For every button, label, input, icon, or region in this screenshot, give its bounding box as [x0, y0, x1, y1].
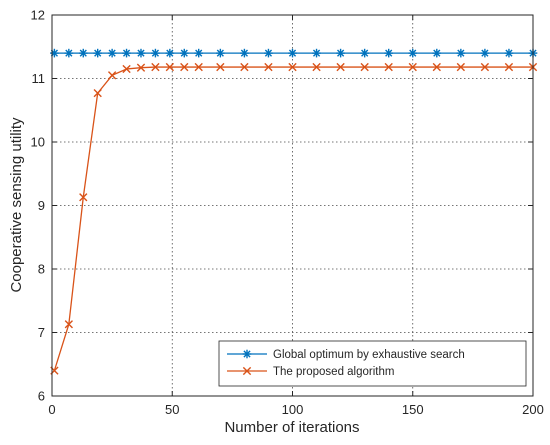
series-layer: [50, 48, 538, 375]
data-point: [264, 62, 273, 72]
legend-marker: [242, 366, 252, 376]
data-point: [384, 62, 393, 72]
data-point: [180, 62, 189, 72]
data-point: [194, 62, 203, 72]
data-point: [179, 48, 189, 58]
x-tick-label: 50: [165, 402, 179, 417]
legend-box: [218, 340, 527, 387]
data-point: [336, 48, 345, 58]
data-point: [78, 48, 88, 58]
data-point: [480, 48, 490, 58]
data-point: [151, 48, 160, 58]
data-point: [480, 62, 490, 72]
data-point: [216, 48, 225, 58]
y-axis-label: Cooperative sensing utility: [8, 117, 25, 293]
y-tick-label: 10: [31, 135, 45, 150]
data-point: [165, 62, 174, 72]
legend-label: The proposed algorithm: [273, 366, 394, 378]
data-point: [240, 48, 249, 58]
series-2: [50, 62, 538, 375]
series-1: [50, 48, 538, 58]
x-tick-label: 0: [48, 402, 55, 417]
legend-entry: Global optimum by exhaustive search: [227, 349, 465, 361]
data-point: [504, 62, 514, 72]
y-tick-label: 12: [31, 8, 45, 23]
data-point: [360, 62, 369, 72]
x-tick-label: 200: [522, 402, 544, 417]
data-point: [136, 48, 146, 58]
legend-marker: [242, 349, 252, 359]
legend-entries: Global optimum by exhaustive search The p…: [227, 349, 465, 378]
data-point: [456, 62, 465, 72]
grid-layer: [52, 15, 533, 396]
data-point: [122, 64, 131, 74]
data-point: [408, 48, 418, 58]
data-point: [432, 48, 442, 58]
data-point: [312, 62, 321, 72]
x-tick-label: 150: [402, 402, 424, 417]
y-tick-label: 7: [38, 325, 45, 340]
data-point: [384, 48, 393, 58]
data-point: [432, 62, 441, 72]
data-point: [312, 48, 321, 58]
x-axis-label: Number of iterations: [224, 419, 359, 436]
data-point: [165, 48, 175, 58]
data-point: [456, 48, 466, 58]
data-point: [93, 88, 102, 98]
y-tick-label: 6: [38, 389, 45, 404]
data-point: [504, 48, 514, 58]
data-point: [93, 48, 102, 58]
data-point: [50, 48, 59, 58]
data-point: [216, 62, 225, 72]
data-point: [288, 62, 297, 72]
x-tick-label: 100: [282, 402, 304, 417]
data-point: [288, 48, 297, 58]
y-tick-label: 9: [38, 198, 45, 213]
data-point: [107, 48, 117, 58]
data-point: [360, 48, 369, 58]
data-point: [336, 62, 345, 72]
data-point: [240, 62, 249, 72]
y-tick-label: 8: [38, 262, 45, 277]
data-point: [151, 62, 160, 72]
data-point: [64, 320, 73, 329]
legend-label: Global optimum by exhaustive search: [273, 349, 465, 361]
tick-layer: 0 50 100 150 200 6 7 8 9 10 11 12: [31, 8, 544, 418]
legend: Global optimum by exhaustive search The p…: [218, 340, 527, 387]
data-point: [122, 48, 131, 58]
data-point: [408, 62, 417, 72]
y-tick-label: 11: [32, 71, 46, 86]
data-point: [136, 63, 146, 72]
data-point: [107, 71, 117, 80]
data-point: [79, 193, 88, 202]
legend-entry: The proposed algorithm: [227, 366, 394, 378]
data-point: [264, 48, 273, 58]
data-point: [194, 48, 204, 58]
data-point: [64, 48, 74, 58]
